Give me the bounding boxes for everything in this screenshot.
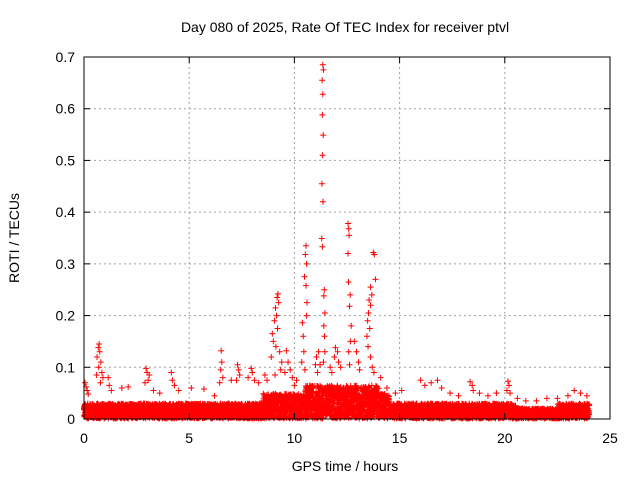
chart-title: Day 080 of 2025, Rate Of TEC Index for r… [181, 19, 509, 35]
grid [84, 57, 610, 419]
data-points [80, 61, 593, 422]
